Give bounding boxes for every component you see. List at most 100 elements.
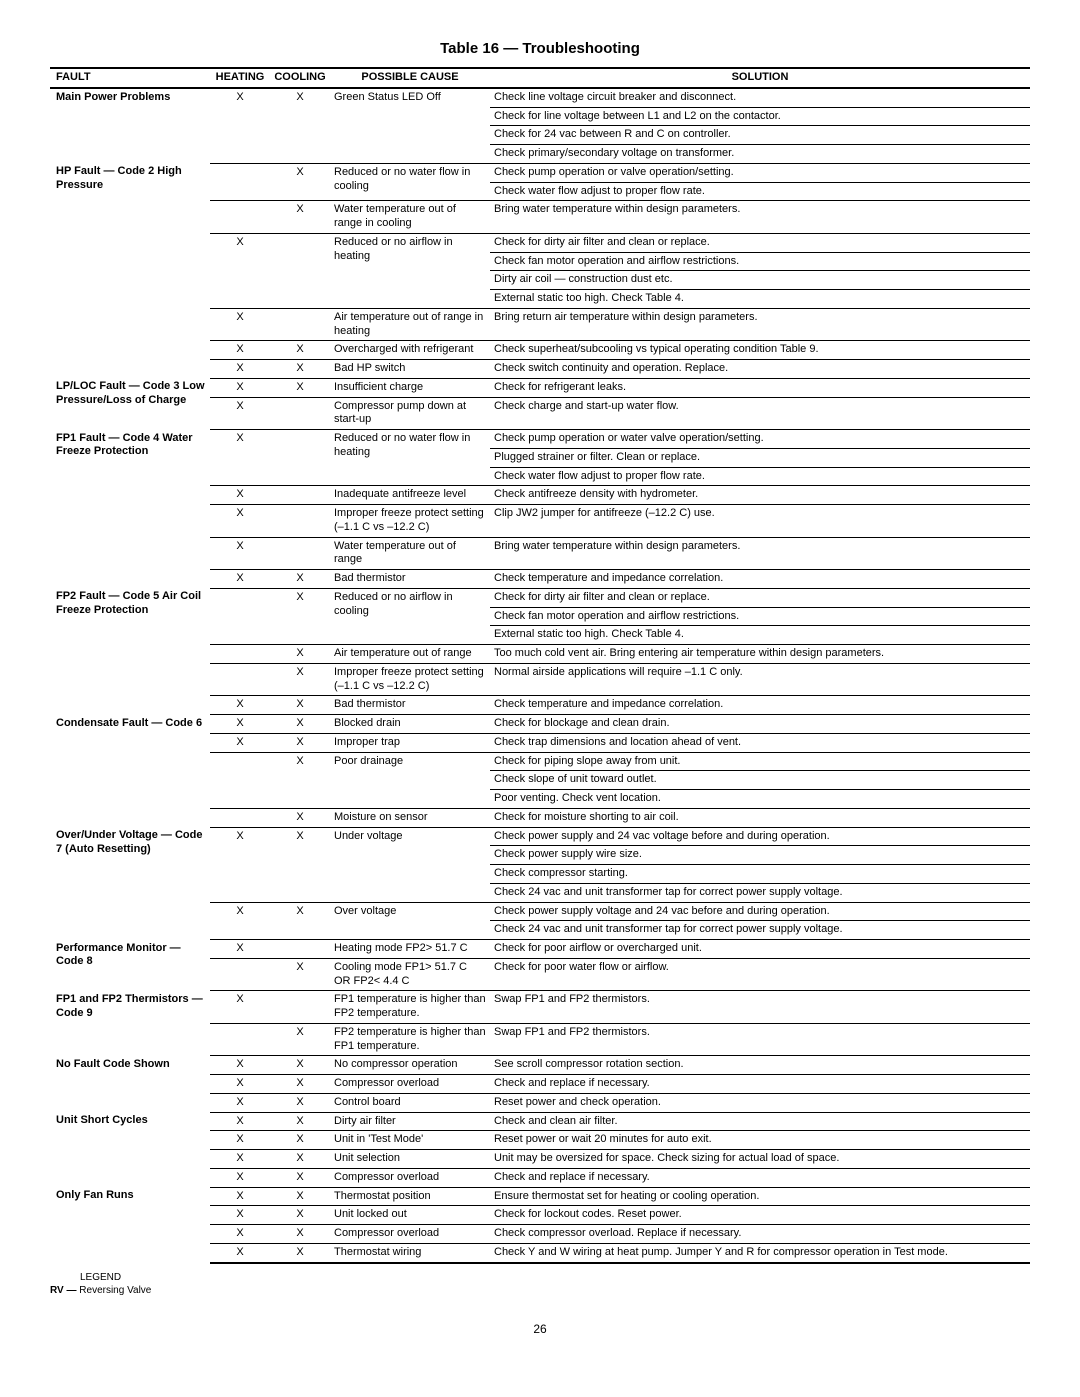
table-row: Unit Short CyclesXXDirty air filterCheck… [50, 1112, 1030, 1131]
table-row: Main Power ProblemsXXGreen Status LED Of… [50, 88, 1030, 107]
cooling-cell: X [270, 827, 330, 902]
fault-cell: HP Fault — Code 2 High Pressure [50, 163, 210, 359]
solution-cell: Check Y and W wiring at heat pump. Jumpe… [490, 1243, 1030, 1262]
cause-cell: Unit in 'Test Mode' [330, 1131, 490, 1150]
cause-cell: Improper freeze protect setting (–1.1 C … [330, 663, 490, 696]
heating-cell [210, 808, 270, 827]
table-row: HP Fault — Code 2 High PressureXReduced … [50, 163, 1030, 182]
cause-cell: Bad thermistor [330, 696, 490, 715]
cooling-cell: X [270, 696, 330, 715]
cooling-cell: X [270, 360, 330, 379]
heating-cell: X [210, 308, 270, 341]
heating-cell [210, 588, 270, 644]
table-row: FP1 and FP2 Thermistors — Code 9XFP1 tem… [50, 991, 1030, 1024]
solution-cell: Bring water temperature within design pa… [490, 201, 1030, 234]
solution-cell: Dirty air coil — construction dust etc. [490, 271, 1030, 290]
table-row: Only Fan RunsXXThermostat positionEnsure… [50, 1187, 1030, 1206]
cause-cell: Cooling mode FP1> 51.7 C OR FP2< 4.4 C [330, 958, 490, 991]
heating-cell: X [210, 1150, 270, 1169]
cooling-cell: X [270, 570, 330, 589]
troubleshooting-table: FAULT HEATING COOLING POSSIBLE CAUSE SOL… [50, 67, 1030, 1264]
fault-cell: Condensate Fault — Code 6 [50, 715, 210, 828]
solution-cell: Clip JW2 jumper for antifreeze (–12.2 C)… [490, 505, 1030, 538]
heating-cell: X [210, 537, 270, 570]
heating-cell [210, 645, 270, 664]
cooling-cell [270, 991, 330, 1024]
table-title: Table 16 — Troubleshooting [50, 40, 1030, 57]
heating-cell: X [210, 570, 270, 589]
solution-cell: Check charge and start-up water flow. [490, 397, 1030, 430]
solution-cell: Check switch continuity and operation. R… [490, 360, 1030, 379]
cooling-cell: X [270, 1131, 330, 1150]
cause-cell: Compressor overload [330, 1225, 490, 1244]
cause-cell: Compressor pump down at start-up [330, 397, 490, 430]
heating-cell: X [210, 1187, 270, 1206]
solution-cell: Check 24 vac and unit transformer tap fo… [490, 921, 1030, 940]
table-row: Over/Under Voltage — Code 7 (Auto Resett… [50, 827, 1030, 846]
solution-cell: Check for moisture shorting to air coil. [490, 808, 1030, 827]
solution-cell: Check for blockage and clean drain. [490, 715, 1030, 734]
solution-cell: Check and replace if necessary. [490, 1075, 1030, 1094]
cause-cell: Green Status LED Off [330, 88, 490, 164]
solution-cell: Check fan motor operation and airflow re… [490, 252, 1030, 271]
cause-cell: Poor drainage [330, 752, 490, 808]
cause-cell: Over voltage [330, 902, 490, 940]
fault-cell: FP1 Fault — Code 4 Water Freeze Protecti… [50, 430, 210, 589]
solution-cell: Check temperature and impedance correlat… [490, 696, 1030, 715]
heating-cell: X [210, 1131, 270, 1150]
cause-cell: Reduced or no water flow in heating [330, 430, 490, 486]
solution-cell: Check for 24 vac between R and C on cont… [490, 126, 1030, 145]
solution-cell: Bring water temperature within design pa… [490, 537, 1030, 570]
heating-cell: X [210, 430, 270, 486]
heating-cell: X [210, 715, 270, 734]
solution-cell: Check power supply wire size. [490, 846, 1030, 865]
heating-cell: X [210, 696, 270, 715]
heating-cell: X [210, 902, 270, 940]
solution-cell: Check compressor overload. Replace if ne… [490, 1225, 1030, 1244]
solution-cell: Normal airside applications will require… [490, 663, 1030, 696]
table-row: Performance Monitor — Code 8XHeating mod… [50, 940, 1030, 959]
solution-cell: External static too high. Check Table 4. [490, 290, 1030, 309]
cooling-cell: X [270, 1243, 330, 1262]
cause-cell: Blocked drain [330, 715, 490, 734]
cause-cell: Unit selection [330, 1150, 490, 1169]
table-header-row: FAULT HEATING COOLING POSSIBLE CAUSE SOL… [50, 68, 1030, 88]
solution-cell: Too much cold vent air. Bring entering a… [490, 645, 1030, 664]
cooling-cell [270, 308, 330, 341]
heating-cell [210, 1023, 270, 1056]
cooling-cell: X [270, 1023, 330, 1056]
solution-cell: Check slope of unit toward outlet. [490, 771, 1030, 790]
table-row: LP/LOC Fault — Code 3 Low Pressure/Loss … [50, 378, 1030, 397]
cause-cell: Unit locked out [330, 1206, 490, 1225]
fault-cell: FP1 and FP2 Thermistors — Code 9 [50, 991, 210, 1056]
cooling-cell: X [270, 1168, 330, 1187]
table-row: No Fault Code ShownXXNo compressor opera… [50, 1056, 1030, 1075]
cooling-cell: X [270, 958, 330, 991]
solution-cell: Swap FP1 and FP2 thermistors. [490, 1023, 1030, 1056]
solution-cell: External static too high. Check Table 4. [490, 626, 1030, 645]
cause-cell: Heating mode FP2> 51.7 C [330, 940, 490, 959]
heating-cell: X [210, 397, 270, 430]
solution-cell: Bring return air temperature within desi… [490, 308, 1030, 341]
cooling-cell [270, 430, 330, 486]
heating-cell [210, 663, 270, 696]
heating-cell: X [210, 1243, 270, 1262]
cause-cell: Thermostat wiring [330, 1243, 490, 1262]
cause-cell: Dirty air filter [330, 1112, 490, 1131]
solution-cell: Check water flow adjust to proper flow r… [490, 467, 1030, 486]
solution-cell: Check water flow adjust to proper flow r… [490, 182, 1030, 201]
solution-cell: Ensure thermostat set for heating or coo… [490, 1187, 1030, 1206]
heating-cell: X [210, 940, 270, 959]
heating-cell [210, 958, 270, 991]
heating-cell: X [210, 378, 270, 397]
heating-cell: X [210, 88, 270, 164]
table-row: Condensate Fault — Code 6XXBlocked drain… [50, 715, 1030, 734]
cause-cell: Bad thermistor [330, 570, 490, 589]
solution-cell: Check 24 vac and unit transformer tap fo… [490, 883, 1030, 902]
solution-cell: Check superheat/subcooling vs typical op… [490, 341, 1030, 360]
cooling-cell: X [270, 378, 330, 397]
cooling-cell: X [270, 1187, 330, 1206]
solution-cell: See scroll compressor rotation section. [490, 1056, 1030, 1075]
solution-cell: Swap FP1 and FP2 thermistors. [490, 991, 1030, 1024]
solution-cell: Reset power and check operation. [490, 1093, 1030, 1112]
